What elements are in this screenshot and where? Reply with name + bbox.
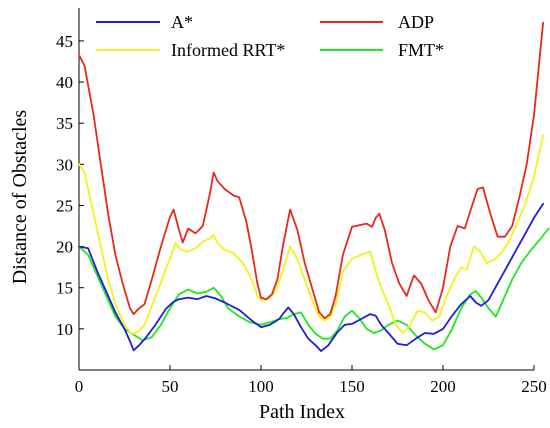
x-tick-label: 50	[162, 377, 179, 396]
y-tick-label: 30	[56, 155, 73, 174]
y-tick-label: 40	[56, 73, 73, 92]
y-tick-label: 10	[56, 320, 73, 339]
y-tick-label: 45	[56, 32, 73, 51]
legend-label-fmt: FMT*	[398, 40, 444, 60]
series-line-fmt	[78, 227, 550, 351]
legend-label-informed-rrt: Informed RRT*	[171, 40, 285, 60]
series-line-informed-rrt	[78, 134, 544, 335]
x-tick-label: 100	[248, 377, 274, 396]
y-tick-label: 15	[56, 279, 73, 298]
legend: A* ADP Informed RRT* FMT*	[96, 12, 444, 60]
series-line-adp	[78, 21, 544, 320]
x-tick-label: 0	[75, 377, 84, 396]
y-axis-label: Distance of Obstacles	[9, 110, 31, 285]
y-tick-label: 25	[56, 196, 73, 215]
y-tick-label: 35	[56, 114, 73, 133]
legend-label-adp: ADP	[398, 12, 434, 32]
series-line-a	[78, 202, 544, 353]
y-tick-label: 20	[56, 238, 73, 257]
x-tick-label: 150	[339, 377, 365, 396]
x-axis-label: Path Index	[259, 401, 345, 423]
x-tick-label: 250	[521, 377, 547, 396]
x-tick-label: 200	[430, 377, 456, 396]
legend-label-a: A*	[171, 12, 193, 32]
axes: 0 50 100 150 200 250 10 15 20 25 30 35 40 45	[56, 8, 547, 396]
series-lines	[78, 21, 550, 353]
